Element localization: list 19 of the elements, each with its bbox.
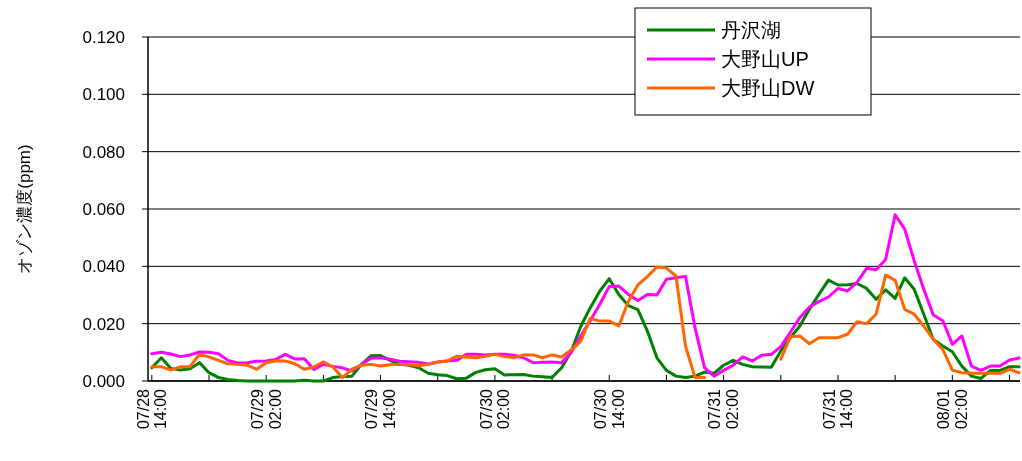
y-tick-label: 0.100 bbox=[82, 85, 125, 105]
x-tick-label: 07/29 14:00 bbox=[363, 388, 398, 430]
y-tick-label: 0.060 bbox=[82, 199, 125, 219]
y-tick-label: 0.080 bbox=[82, 142, 125, 162]
y-tick-label: 0.020 bbox=[82, 314, 125, 334]
x-tick-label: 07/28 14:00 bbox=[134, 388, 170, 430]
x-tick-label: 07/29 02:00 bbox=[248, 388, 284, 430]
legend-label: 大野山DW bbox=[721, 77, 815, 99]
y-tick-label: 0.040 bbox=[82, 257, 125, 277]
x-tick-label: 08/01 02:00 bbox=[935, 388, 970, 430]
x-tick-label: 07/30 02:00 bbox=[477, 388, 513, 430]
y-tick-label: 0.000 bbox=[82, 371, 125, 391]
x-tick-label: 07/30 14:00 bbox=[592, 388, 627, 430]
x-tick-label: 07/31 14:00 bbox=[820, 388, 856, 430]
y-tick-label: 0.120 bbox=[82, 27, 125, 47]
legend-label: 丹沢湖 bbox=[721, 19, 781, 41]
legend-label: 大野山UP bbox=[721, 48, 809, 70]
x-tick-label: 07/31 02:00 bbox=[706, 388, 742, 430]
y-axis-title: オゾン濃度(ppm) bbox=[15, 144, 34, 274]
